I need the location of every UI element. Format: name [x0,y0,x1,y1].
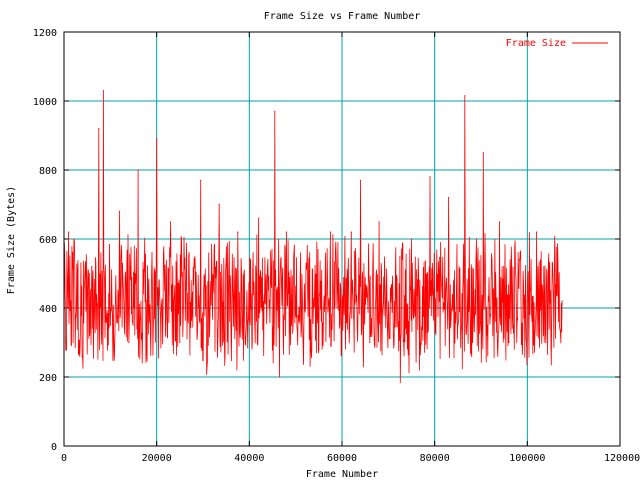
data-point [489,314,491,316]
data-point [91,266,93,268]
legend: Frame Size [506,38,608,49]
data-point [471,355,473,357]
legend-label: Frame Size [506,38,566,49]
data-point [482,152,484,154]
grid [64,32,620,446]
x-tick-label: 100000 [509,453,545,464]
y-tick-label: 400 [39,304,57,315]
data-point [179,341,181,344]
ticks: 0 20000 40000 60000 80000 100000 120000 0 200 400… [33,28,640,464]
data-point [517,252,519,254]
data-point [306,245,308,247]
data-point [227,293,230,295]
data-point [285,231,287,233]
data-point [109,324,111,326]
y-tick-label: 1200 [33,28,57,39]
y-tick-label: 1000 [33,97,57,108]
data-point [561,300,563,302]
series-line-frame-size [63,90,563,384]
data-point [508,341,510,344]
data-point [170,221,172,223]
data-point [438,300,440,302]
data-point [429,176,431,178]
data-point [98,128,100,130]
data-point [248,321,250,323]
x-tick-label: 60000 [327,453,357,464]
x-tick-label: 20000 [142,453,172,464]
data-point [160,307,162,309]
x-axis-label: Frame Number [306,469,378,480]
data-point [554,252,556,254]
y-tick-label: 200 [39,373,57,384]
x-tick-label: 0 [61,453,67,464]
data-point [151,252,153,254]
x-tick-label: 80000 [420,453,450,464]
data-point [295,314,297,316]
plot-frame [63,31,621,447]
data-point [526,300,528,302]
data-point [218,203,220,206]
data-point [137,169,139,171]
data-point [188,252,190,254]
data-point [128,341,130,344]
y-axis-label: Frame Size (Bytes) [6,186,17,294]
data-point [420,341,422,344]
data-point [536,231,538,233]
data-point [475,238,477,240]
data-point [144,300,146,302]
data-point [278,376,281,378]
data-point [341,300,343,302]
data-point [498,221,501,223]
data-point [156,138,158,140]
series-layer [63,90,563,384]
data-point [387,314,389,316]
y-tick-label: 0 [51,442,57,453]
data-point [399,255,401,257]
data-point [258,217,260,219]
data-point [378,221,380,223]
data-point [448,197,450,199]
data-point [81,355,84,357]
data-point [329,231,331,233]
y-tick-label: 600 [39,235,57,246]
data-point [457,324,459,326]
data-point [237,231,239,233]
chart-title: Frame Size vs Frame Number [264,11,421,22]
data-point [274,110,276,112]
x-tick-label: 120000 [604,453,640,464]
data-point [350,231,352,233]
data-point [68,231,70,233]
data-point [267,259,269,261]
x-tick-label: 40000 [234,453,264,464]
data-point [75,314,77,316]
data-point [369,341,371,344]
data-point [410,238,413,240]
data-point [200,179,202,181]
data-point [359,179,362,181]
data-point [102,90,104,92]
data-point [318,348,320,350]
data-point [545,341,547,344]
data-point [209,314,211,316]
y-tick-label: 800 [39,166,57,177]
data-point [464,95,466,97]
data-point [119,210,121,212]
